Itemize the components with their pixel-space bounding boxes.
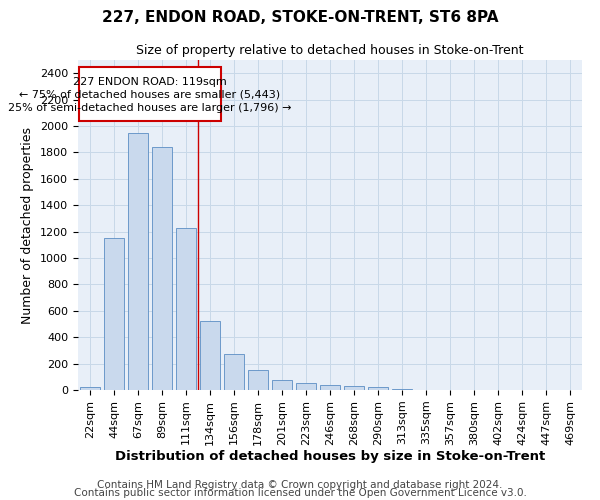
Text: 227 ENDON ROAD: 119sqm: 227 ENDON ROAD: 119sqm [73,77,227,87]
Bar [392,389,412,390]
Title: Size of property relative to detached houses in Stoke-on-Trent: Size of property relative to detached ho… [136,44,524,58]
Bar [200,320,220,390]
Bar [80,386,100,390]
Bar [79,66,221,120]
Bar [176,228,196,390]
Bar [104,238,124,390]
Bar [152,147,172,390]
Bar [296,384,316,390]
Bar [248,370,268,390]
Bar [368,388,388,390]
X-axis label: Distribution of detached houses by size in Stoke-on-Trent: Distribution of detached houses by size … [115,450,545,464]
Bar [344,386,364,390]
Bar [272,380,292,390]
Bar [128,132,148,390]
Text: 227, ENDON ROAD, STOKE-ON-TRENT, ST6 8PA: 227, ENDON ROAD, STOKE-ON-TRENT, ST6 8PA [102,10,498,25]
Y-axis label: Number of detached properties: Number of detached properties [22,126,34,324]
Text: 25% of semi-detached houses are larger (1,796) →: 25% of semi-detached houses are larger (… [8,102,292,113]
Bar [320,384,340,390]
Text: Contains HM Land Registry data © Crown copyright and database right 2024.: Contains HM Land Registry data © Crown c… [97,480,503,490]
Bar [224,354,244,390]
Text: Contains public sector information licensed under the Open Government Licence v3: Contains public sector information licen… [74,488,526,498]
Text: ← 75% of detached houses are smaller (5,443): ← 75% of detached houses are smaller (5,… [19,90,281,100]
